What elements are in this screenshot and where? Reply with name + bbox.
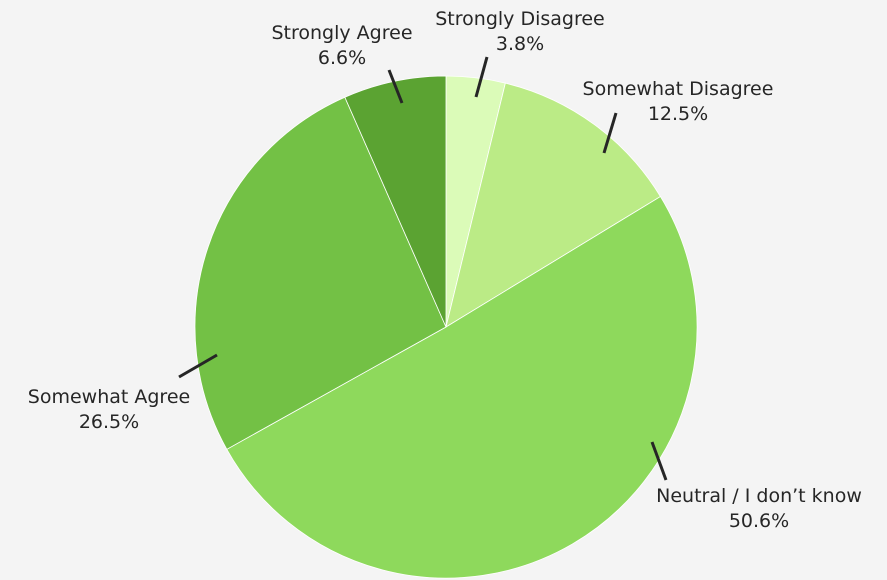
slice-label-strongly-agree: Strongly Agree 6.6%	[271, 22, 412, 69]
leader-line-somewhat-disagree	[602, 112, 618, 154]
slice-label-percent: 26.5%	[79, 411, 139, 433]
slice-label-percent: 3.8%	[496, 33, 544, 55]
slice-label-name: Somewhat Disagree	[583, 78, 774, 100]
slice-label-somewhat-disagree: Somewhat Disagree 12.5%	[583, 78, 774, 125]
slice-label-strongly-disagree: Strongly Disagree 3.8%	[435, 8, 604, 55]
slice-labels: Strongly Disagree 3.8% Somewhat Disagree 12…	[28, 8, 862, 532]
slice-label-name: Somewhat Agree	[28, 386, 190, 408]
leader-line-somewhat-agree	[178, 353, 218, 379]
leader-line-strongly-disagree	[474, 56, 489, 98]
slice-label-somewhat-agree: Somewhat Agree 26.5%	[28, 386, 190, 433]
slice-label-percent: 6.6%	[318, 47, 366, 69]
leader-line-strongly-agree	[387, 69, 404, 104]
slice-label-percent: 12.5%	[648, 103, 708, 125]
slice-label-name: Neutral / I don’t know	[656, 485, 862, 507]
slice-label-name: Strongly Disagree	[435, 8, 604, 30]
slice-label-neutral-i-don-t-know: Neutral / I don’t know 50.6%	[656, 485, 862, 532]
pie-slice-neutral-i-don-t-know	[226, 195, 698, 579]
slice-label-name: Strongly Agree	[271, 22, 412, 44]
pie-slices	[194, 75, 698, 579]
slice-label-percent: 50.6%	[729, 510, 789, 532]
leader-lines	[178, 56, 668, 481]
leader-line-neutral-i-don-t-know	[650, 441, 668, 481]
